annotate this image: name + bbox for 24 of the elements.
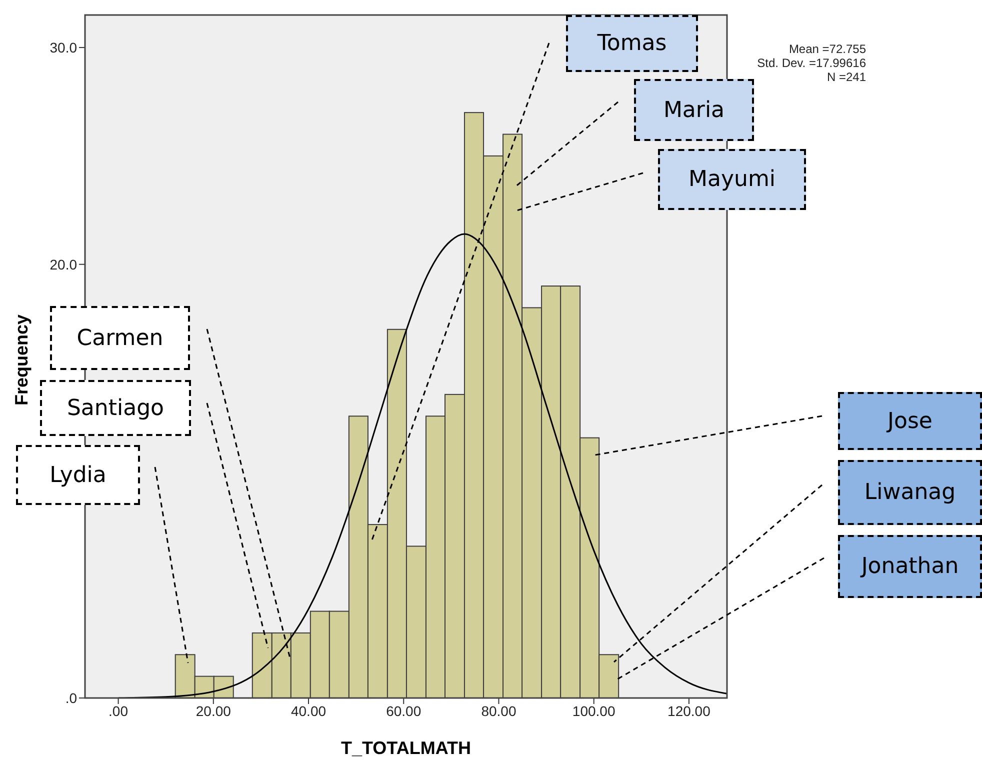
annotation: Tomas [597, 31, 667, 56]
text: Jonathan [861, 554, 959, 579]
x-axis-title: T_TOTALMATH [340, 738, 472, 759]
x-tick-label: 40.00 [290, 702, 326, 719]
text: Jose [888, 408, 932, 434]
text: Liwanag [864, 480, 956, 505]
y-tick-label: 20.0 [50, 256, 78, 272]
y-tick-label: .0 [65, 690, 78, 706]
x-tick-label: 120.00 [668, 702, 711, 719]
text: Mean =72.755 [788, 42, 866, 56]
annotation: Mayumi [688, 167, 776, 192]
x-tick-label: 80.00 [481, 702, 516, 719]
annotation: Carmen [76, 326, 164, 350]
y-axis-title: Frequency [12, 314, 32, 406]
x-tick-label: 60.00 [386, 702, 422, 719]
text: Std. Dev. =17.99616 [756, 56, 866, 70]
text: N =241 [826, 70, 866, 84]
x-tick-label: 20.00 [196, 702, 232, 719]
y-tick-label: 30.0 [50, 39, 78, 56]
x-tick-label: 100.00 [572, 702, 616, 719]
x-tick-label: .00 [108, 702, 128, 719]
annotation: Maria [663, 98, 725, 122]
annotation: Santiago [66, 396, 164, 420]
annotation: Lydia [50, 462, 106, 488]
